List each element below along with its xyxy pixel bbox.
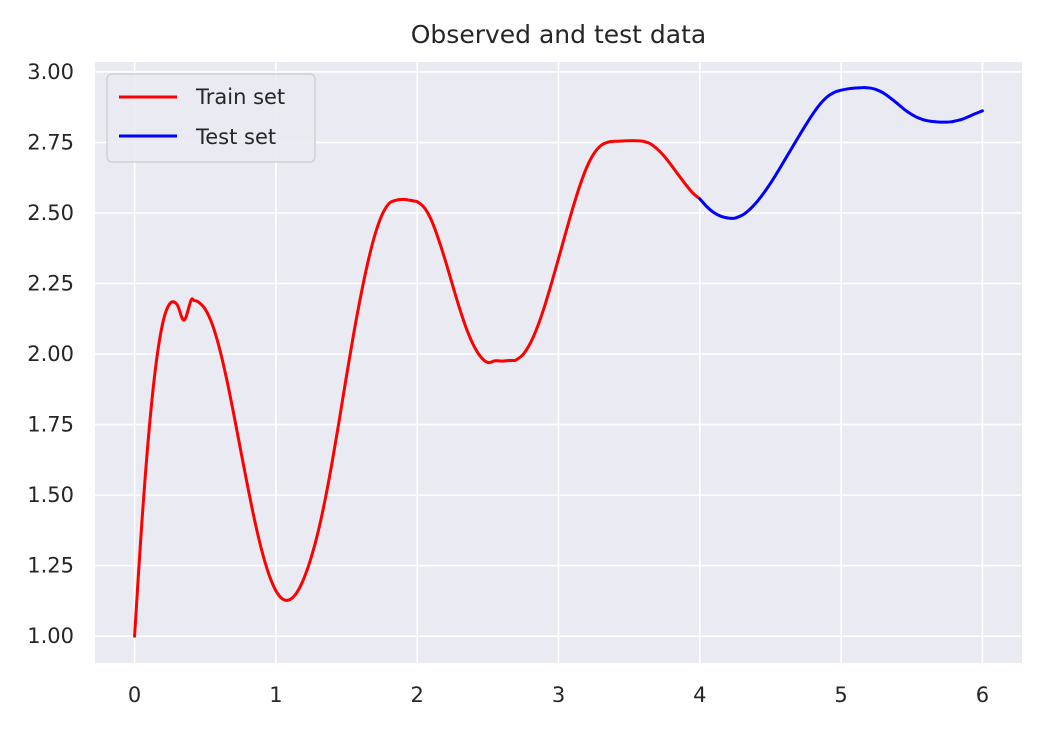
x-tick-label: 0 — [128, 683, 141, 707]
x-tick-label: 2 — [411, 683, 424, 707]
x-tick-label: 4 — [693, 683, 706, 707]
y-tick-label: 1.75 — [27, 413, 74, 437]
y-tick-label: 3.00 — [27, 60, 74, 84]
y-tick-label: 2.50 — [27, 201, 74, 225]
x-tick-label: 1 — [269, 683, 282, 707]
grid — [95, 62, 1022, 663]
x-tick-label: 5 — [834, 683, 847, 707]
y-tick-label: 1.00 — [27, 624, 74, 648]
y-tick-label: 2.75 — [27, 130, 74, 154]
tick-labels: 0 1 2 3 4 5 6 1.00 1.25 1.50 1.75 2.00 2.25 2.50 2.75 3… — [27, 60, 989, 707]
x-tick-label: 6 — [976, 683, 989, 707]
legend-label-train: Train set — [195, 85, 285, 109]
y-tick-label: 2.25 — [27, 271, 74, 295]
y-tick-label: 1.25 — [27, 554, 74, 578]
legend: Train set Test set — [106, 73, 316, 163]
x-tick-label: 3 — [552, 683, 565, 707]
series-lines — [133, 86, 984, 638]
y-tick-label: 2.00 — [27, 342, 74, 366]
train-set-line — [133, 139, 702, 638]
y-tick-label: 1.50 — [27, 483, 74, 507]
test-set-line — [698, 86, 984, 220]
chart-title: Observed and test data — [411, 20, 706, 49]
legend-label-test: Test set — [195, 125, 276, 149]
